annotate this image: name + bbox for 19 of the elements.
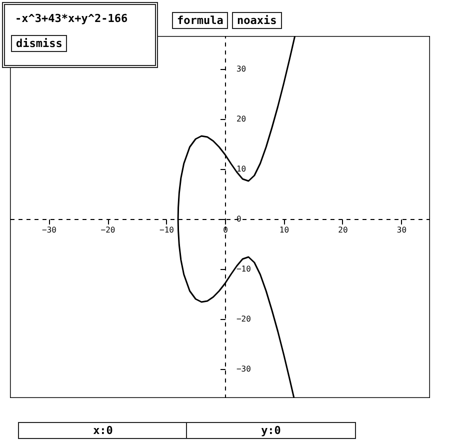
y-tick-label: 30 [236, 64, 246, 74]
popup-panel: -x^3+43*x+y^2-166 dismiss [2, 2, 158, 68]
text: formula [172, 12, 228, 29]
x-tick-label: 20 [338, 226, 348, 234]
x-tick-label: −20 [100, 226, 116, 234]
annotation: dismiss [11, 35, 68, 52]
y-tick-label: −30 [236, 364, 252, 374]
text: y:0 [186, 422, 356, 439]
text: noaxis [232, 12, 282, 29]
x-tick-label: −10 [160, 226, 174, 234]
x-tick-label: 10 [279, 226, 290, 234]
y-tick-label: 10 [236, 164, 246, 174]
y-tick-label: 20 [236, 114, 246, 124]
chart-title: -x^3+43*x+y^2-166 [11, 11, 132, 26]
x-tick-label: −30 [42, 226, 57, 234]
y-tick-label: −10 [236, 264, 252, 274]
x-tick-label: 30 [396, 226, 407, 234]
text: x:0 [18, 422, 188, 439]
y-tick-label: −20 [236, 314, 252, 324]
